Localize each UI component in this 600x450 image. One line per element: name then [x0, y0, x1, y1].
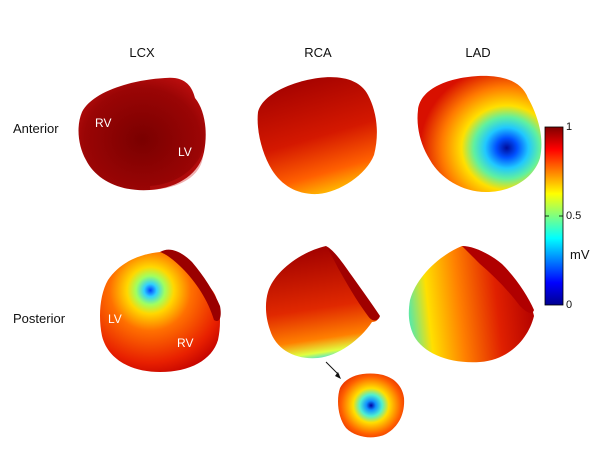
heart-map-posterior-rca-open-wall: [326, 246, 380, 321]
region-label-lv-anterior: LV: [178, 145, 192, 159]
heart-map-posterior-lad: [408, 246, 534, 363]
heart-map-anterior-lcx-lower-shading: [150, 150, 204, 190]
region-label-rv-anterior: RV: [95, 116, 111, 130]
colorbar-max-label: 1: [566, 121, 573, 133]
heart-map-basal-view: [338, 373, 405, 438]
heart-map-posterior-rca: [265, 246, 379, 359]
region-label-rv-posterior: RV: [177, 336, 193, 350]
heart-map-anterior-rca: [257, 77, 377, 195]
region-label-lv-posterior: LV: [108, 312, 122, 326]
column-header-rca: RCA: [304, 45, 332, 60]
heart-map-anterior-lcx: [78, 77, 206, 191]
heart-map-posterior-lad-open-wall: [462, 246, 534, 313]
heart-map-posterior-lcx-open-wall: [160, 249, 221, 322]
arrow-line: [325, 361, 340, 376]
arrow-head-icon: [335, 372, 341, 379]
heart-map-posterior-lcx: [100, 251, 220, 372]
column-header-lcx: LCX: [129, 45, 155, 60]
colorbar-min-label: 0: [566, 299, 573, 311]
column-header-lad: LAD: [465, 45, 491, 60]
colorbar-unit-label: mV: [570, 247, 590, 262]
colorbar-mid-label: 0.5: [566, 210, 582, 222]
row-label-posterior: Posterior: [13, 311, 66, 326]
heart-map-anterior-lad: [417, 75, 542, 192]
row-label-anterior: Anterior: [13, 121, 59, 136]
